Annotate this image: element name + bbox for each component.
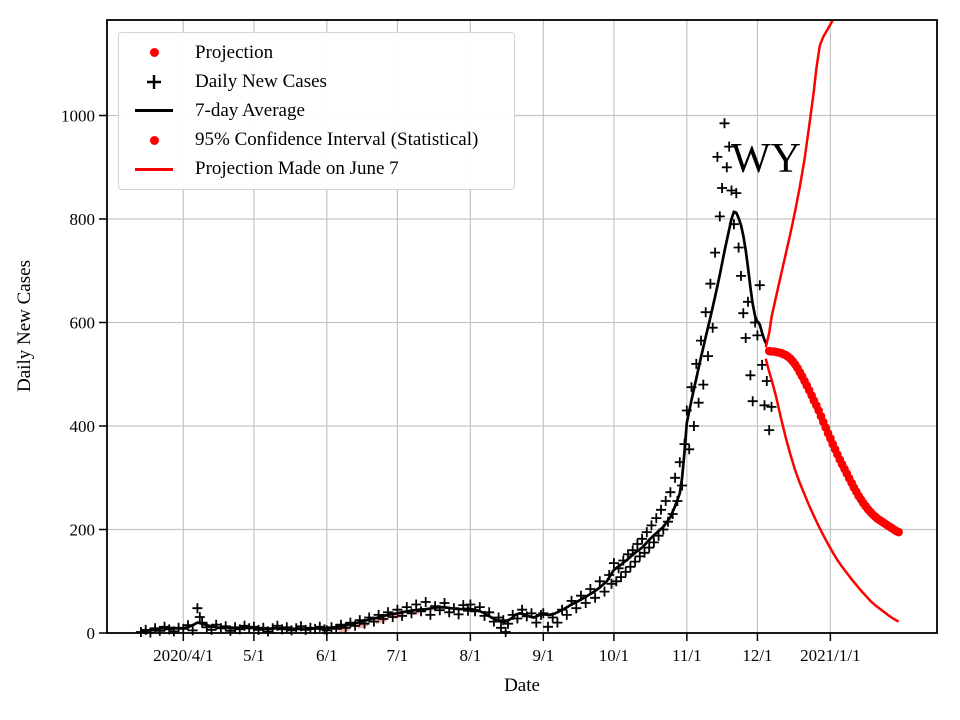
x-tick-label: 10/1 — [599, 646, 629, 665]
y-tick-label: 800 — [70, 210, 96, 229]
x-tick-label: 7/1 — [387, 646, 409, 665]
legend-item: 95% Confidence Interval (Statistical) — [127, 126, 506, 155]
legend-label: Daily New Cases — [195, 70, 327, 92]
x-tick-label: 6/1 — [316, 646, 338, 665]
x-tick-label: 2020/4/1 — [153, 646, 213, 665]
x-tick-label: 5/1 — [243, 646, 265, 665]
legend-item: Daily New Cases — [127, 67, 506, 96]
legend-item: Projection — [127, 38, 506, 67]
x-tick-label: 2021/1/1 — [800, 646, 860, 665]
dot-icon — [149, 48, 159, 58]
legend-item: 7-day Average — [127, 96, 506, 125]
y-tick-label: 1000 — [61, 107, 95, 126]
y-axis-label: Daily New Cases — [14, 260, 35, 392]
legend-plus-icon — [127, 73, 181, 91]
x-axis-label: Date — [504, 675, 540, 696]
legend-label: 7-day Average — [195, 99, 305, 121]
y-tick-label: 0 — [87, 624, 96, 643]
daily-cases-markers — [135, 118, 777, 638]
x-tick-label: 12/1 — [742, 646, 772, 665]
june7-projection-line — [337, 608, 420, 633]
ci-lower-line — [764, 358, 900, 623]
y-tick-label: 600 — [70, 314, 96, 333]
plus-icon — [147, 74, 161, 89]
x-tick-label: 9/1 — [532, 646, 554, 665]
legend-label: Projection — [195, 41, 274, 63]
state-annotation: WY — [731, 136, 801, 182]
plot-border — [106, 19, 938, 634]
projection-dot — [894, 527, 903, 537]
x-tick-label: 11/1 — [672, 646, 702, 665]
legend-label: Projection Made on June 7 — [195, 158, 399, 180]
projection-dots — [764, 346, 903, 537]
seven-day-average-line — [140, 210, 769, 633]
line-icon — [135, 109, 173, 113]
line-icon — [135, 167, 173, 171]
legend: Projection Daily New Cases 7-day Average 95… — [118, 32, 515, 190]
y-tick-label: 400 — [70, 417, 96, 436]
legend-line-icon — [127, 167, 181, 171]
x-tick-label: 8/1 — [459, 646, 481, 665]
y-tick-label: 200 — [70, 521, 96, 540]
legend-label: 95% Confidence Interval (Statistical) — [195, 129, 479, 151]
ci-upper-line — [764, 20, 835, 348]
legend-item: Projection Made on June 7 — [127, 155, 506, 184]
legend-dot-icon — [127, 135, 181, 145]
legend-dot-icon — [127, 48, 181, 58]
dot-icon — [149, 135, 159, 145]
legend-line-icon — [127, 109, 181, 113]
